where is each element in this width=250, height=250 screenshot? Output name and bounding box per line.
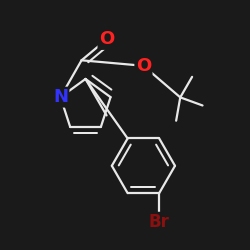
- Text: O: O: [99, 30, 114, 48]
- Text: N: N: [53, 88, 68, 106]
- Text: O: O: [136, 57, 151, 75]
- Text: Br: Br: [149, 213, 170, 231]
